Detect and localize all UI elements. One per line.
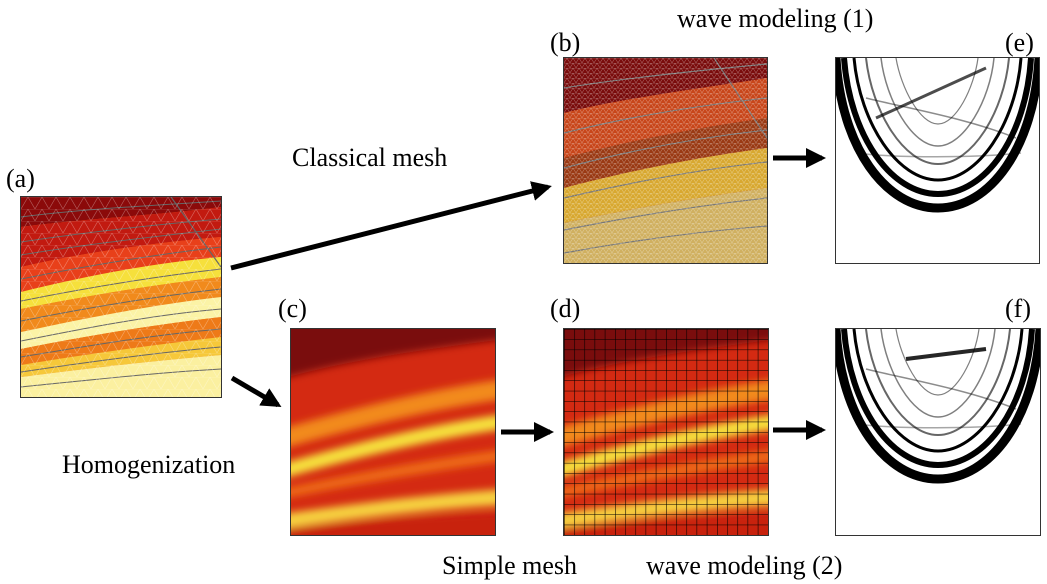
panel-label-d: (d) <box>550 294 581 323</box>
panel-label-c: (c) <box>278 294 307 323</box>
panel-f-wavefield-2 <box>835 328 1041 536</box>
caption-homogenization: Homogenization <box>62 450 236 479</box>
panel-b-classical-mesh <box>563 57 768 264</box>
panel-label-a: (a) <box>6 164 35 193</box>
panel-label-e: (e) <box>1005 28 1034 57</box>
panel-label-f: (f) <box>1005 294 1031 323</box>
panel-label-b: (b) <box>550 28 581 57</box>
caption-wave-modeling-1: wave modeling (1) <box>677 4 874 33</box>
caption-simple-mesh: Simple mesh <box>442 551 578 580</box>
arrow-a-to-c <box>230 375 282 408</box>
caption-classical-mesh: Classical mesh <box>292 143 448 172</box>
panel-d-simple-mesh <box>563 328 769 536</box>
panel-e-wavefield-1 <box>835 57 1040 264</box>
panel-c-homogenized-model <box>290 328 496 536</box>
panel-a-geological-model <box>20 196 222 398</box>
arrow-a-to-b <box>230 181 552 271</box>
caption-wave-modeling-2: wave modeling (2) <box>646 551 843 580</box>
